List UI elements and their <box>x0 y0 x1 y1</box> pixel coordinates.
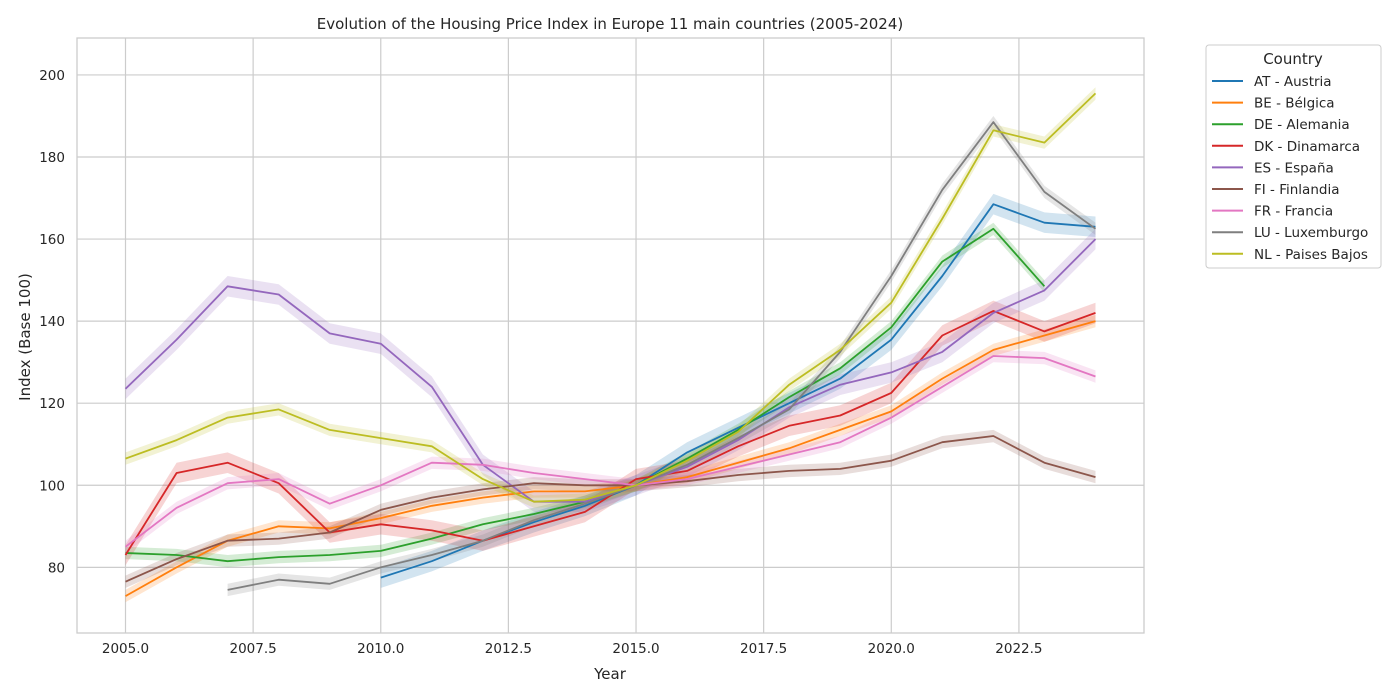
x-tick-label: 2022.5 <box>995 641 1042 657</box>
y-tick-label: 200 <box>39 68 65 84</box>
confidence-band <box>125 228 1096 512</box>
legend-label: FR - Francia <box>1254 204 1333 220</box>
y-tick-label: 180 <box>39 150 65 166</box>
x-tick-label: 2015.0 <box>612 641 659 657</box>
y-axis-ticks: 80 100 120 140 160 180 200 <box>39 68 65 576</box>
confidence-band <box>125 315 1096 603</box>
series-line <box>125 320 1096 597</box>
legend-label: DE - Alemania <box>1254 117 1350 133</box>
legend-label: BE - Bélgica <box>1254 96 1335 112</box>
series-line <box>125 92 1097 503</box>
series-line <box>125 435 1096 583</box>
x-tick-label: 2012.5 <box>485 641 532 657</box>
x-tick-label: 2007.5 <box>230 641 277 657</box>
legend-label: LU - Luxemburgo <box>1254 225 1368 241</box>
y-tick-label: 80 <box>48 560 65 576</box>
series-line <box>227 121 1097 591</box>
legend-frame <box>1205 44 1382 269</box>
x-tick-label: 2020.0 <box>868 641 915 657</box>
legend-items: AT - Austria BE - Bélgica DE - Alemania DK … <box>1212 74 1368 263</box>
series-line <box>124 309 1096 556</box>
y-tick-label: 100 <box>39 478 65 494</box>
legend: Country AT - Austria BE - Bélgica DE - Ale… <box>1205 44 1382 269</box>
x-axis-label: Year <box>593 665 627 683</box>
chart-title: Evolution of the Housing Price Index in … <box>317 15 903 33</box>
legend-label: ES - España <box>1254 160 1334 176</box>
y-tick-label: 160 <box>39 232 65 248</box>
series-line <box>124 355 1096 548</box>
x-tick-label: 2005.0 <box>102 641 149 657</box>
confidence-bands <box>125 87 1096 603</box>
y-tick-label: 120 <box>39 396 65 412</box>
x-tick-label: 2010.0 <box>357 641 404 657</box>
x-tick-label: 2017.5 <box>740 641 787 657</box>
series-lines <box>124 92 1097 597</box>
legend-label: NL - Paises Bajos <box>1254 247 1368 263</box>
series-line <box>124 238 1097 503</box>
x-axis-ticks: 2005.0 2007.5 2010.0 2012.5 2015.0 2017.5 2020… <box>102 641 1043 657</box>
plot-frame <box>76 37 1145 634</box>
legend-title: Country <box>1263 50 1323 68</box>
confidence-band <box>125 222 1045 568</box>
y-axis-label: Index (Base 100) <box>16 273 34 401</box>
legend-label: FI - Finlandia <box>1254 182 1339 198</box>
legend-label: DK - Dinamarca <box>1254 139 1360 155</box>
confidence-band <box>125 429 1096 588</box>
y-tick-label: 140 <box>39 314 65 330</box>
legend-label: AT - Austria <box>1254 74 1332 90</box>
